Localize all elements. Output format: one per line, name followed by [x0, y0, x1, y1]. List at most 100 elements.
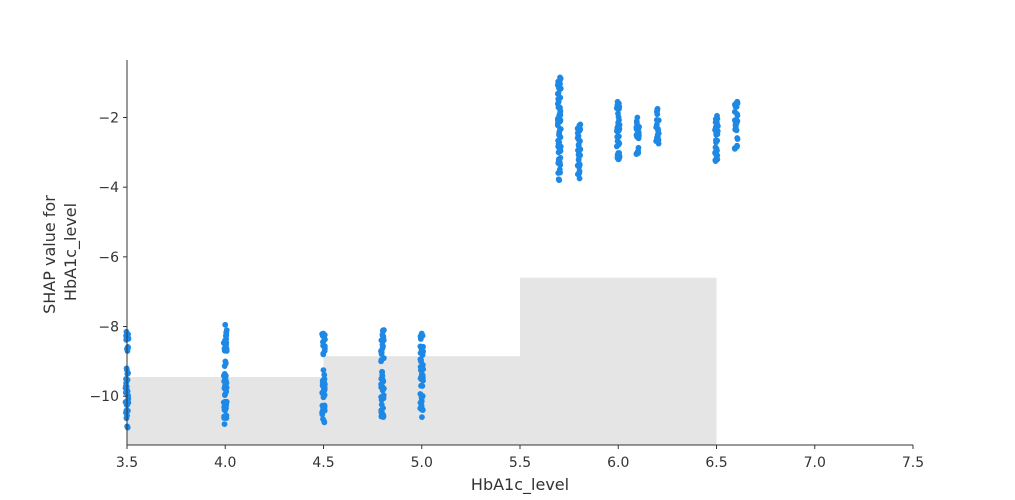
data-point — [221, 392, 228, 398]
data-point — [380, 405, 386, 412]
data-point — [222, 377, 229, 384]
data-point — [555, 156, 562, 163]
data-point — [555, 140, 562, 147]
data-point — [635, 148, 642, 154]
data-point — [615, 110, 621, 117]
data-point — [577, 146, 584, 153]
data-point — [575, 127, 582, 134]
data-point — [319, 331, 325, 337]
data-point — [319, 402, 326, 409]
data-point — [320, 416, 326, 422]
data-point — [418, 356, 424, 363]
data-point — [557, 104, 563, 111]
data-point — [654, 106, 661, 113]
data-point — [713, 139, 719, 146]
data-point — [655, 127, 661, 134]
data-point — [223, 332, 230, 339]
data-point — [378, 337, 385, 344]
data-point — [221, 385, 228, 391]
data-point — [419, 332, 426, 339]
data-point — [556, 129, 563, 136]
data-point — [321, 345, 328, 352]
data-point — [615, 133, 622, 140]
data-point — [379, 327, 386, 334]
y-axis-label-line-2: HbA1c_level — [61, 203, 81, 301]
data-point — [417, 343, 424, 350]
data-point — [125, 331, 131, 338]
data-point — [615, 139, 622, 146]
data-point — [635, 135, 642, 142]
data-point — [713, 128, 720, 135]
data-point — [732, 101, 738, 108]
data-point — [733, 127, 740, 134]
data-point — [655, 117, 662, 124]
data-point — [732, 118, 739, 125]
data-point — [575, 156, 582, 163]
y-axis-ticks: −2 −4 −6 −8 −10 — [89, 110, 127, 405]
data-point — [615, 125, 622, 132]
scatter-points — [122, 74, 741, 431]
data-point — [734, 142, 740, 149]
data-point — [320, 378, 327, 385]
data-point — [380, 355, 387, 362]
data-point — [555, 149, 562, 156]
x-tick-label: 6.5 — [705, 455, 727, 471]
data-point — [556, 78, 563, 84]
data-point — [417, 391, 424, 397]
data-point — [320, 388, 327, 395]
y-tick-label: −10 — [89, 389, 119, 405]
histogram-bar — [520, 277, 717, 445]
data-point — [712, 116, 719, 122]
x-tick-label: 5.0 — [411, 455, 433, 471]
data-point — [378, 413, 385, 420]
data-point — [654, 133, 661, 140]
data-point — [124, 407, 131, 414]
data-point — [221, 363, 228, 369]
data-point — [555, 176, 562, 183]
data-point — [221, 347, 228, 354]
y-tick-label: −4 — [98, 180, 119, 196]
data-point — [418, 382, 424, 389]
data-point — [124, 377, 131, 383]
y-tick-label: −2 — [98, 110, 119, 126]
data-point — [556, 116, 562, 122]
data-point — [220, 372, 227, 379]
data-point — [380, 392, 387, 399]
data-point — [419, 414, 425, 421]
data-point — [220, 339, 227, 346]
x-tick-label: 3.5 — [116, 455, 138, 471]
data-point — [556, 166, 563, 173]
data-point — [574, 171, 581, 178]
data-point — [555, 98, 562, 105]
x-tick-label: 4.5 — [312, 455, 334, 471]
data-point — [221, 421, 228, 427]
data-point — [378, 348, 384, 355]
data-point — [556, 86, 563, 93]
data-point — [575, 136, 582, 143]
x-tick-label: 7.5 — [902, 455, 924, 471]
data-point — [616, 117, 622, 123]
data-point — [380, 377, 386, 383]
x-tick-label: 5.5 — [509, 455, 531, 471]
data-point — [557, 109, 564, 116]
data-point — [322, 336, 328, 343]
x-axis-label: HbA1c_level — [471, 475, 569, 495]
data-point — [734, 136, 741, 142]
x-tick-label: 6.0 — [607, 455, 629, 471]
data-point — [123, 336, 130, 343]
data-point — [221, 404, 228, 410]
data-point — [379, 341, 386, 348]
data-point — [379, 383, 386, 390]
data-point — [222, 321, 229, 328]
data-point — [633, 124, 640, 131]
y-tick-label: −6 — [98, 250, 119, 266]
x-axis-ticks: 3.5 4.0 4.5 5.0 5.5 6.0 6.5 7.0 7.5 — [116, 445, 924, 471]
x-tick-label: 4.0 — [214, 455, 236, 471]
data-point — [574, 162, 581, 169]
data-point — [419, 372, 426, 379]
data-point — [575, 151, 582, 158]
x-tick-label: 7.0 — [804, 455, 826, 471]
data-point — [320, 367, 327, 373]
y-axis-label-line-1: SHAP value for — [40, 195, 59, 314]
